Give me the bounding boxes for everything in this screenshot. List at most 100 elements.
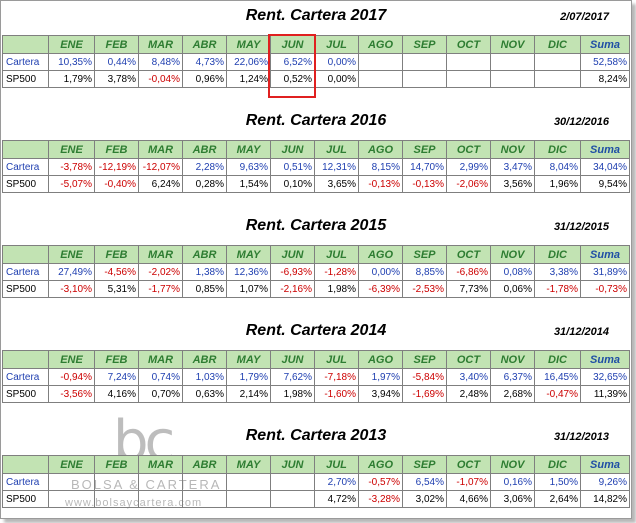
month-header-abr[interactable]: ABR [182, 350, 227, 369]
value-cell-sep[interactable]: 8,85% [402, 263, 447, 281]
month-header-sep[interactable]: SEP [402, 35, 447, 54]
month-header-sep[interactable]: SEP [402, 455, 447, 474]
month-header-jun[interactable]: JUN [270, 245, 315, 264]
month-header-feb[interactable]: FEB [94, 350, 139, 369]
value-cell-feb[interactable]: 7,24% [94, 368, 139, 386]
sum-cell[interactable]: 8,24% [580, 70, 630, 88]
month-header-feb[interactable]: FEB [94, 245, 139, 264]
month-header-jun[interactable]: JUN [270, 350, 315, 369]
sum-header[interactable]: Suma [580, 350, 630, 369]
month-header-dic[interactable]: DIC [534, 245, 581, 264]
value-cell-may[interactable] [226, 473, 271, 491]
month-header-mar[interactable]: MAR [138, 245, 183, 264]
sum-cell[interactable]: 14,82% [580, 490, 630, 508]
month-header-may[interactable]: MAY [226, 245, 271, 264]
value-cell-jun[interactable] [270, 490, 315, 508]
value-cell-mar[interactable] [138, 473, 183, 491]
value-cell-mar[interactable]: -0,04% [138, 70, 183, 88]
header-corner-cell[interactable] [2, 350, 49, 369]
value-cell-dic[interactable] [534, 53, 581, 71]
row-label-cell[interactable]: SP500 [2, 175, 49, 193]
value-cell-abr[interactable] [182, 490, 227, 508]
value-cell-oct[interactable]: 3,40% [446, 368, 491, 386]
value-cell-jun[interactable]: 0,51% [270, 158, 315, 176]
month-header-jul[interactable]: JUL [314, 455, 359, 474]
month-header-abr[interactable]: ABR [182, 455, 227, 474]
value-cell-ene[interactable]: 27,49% [48, 263, 95, 281]
value-cell-jul[interactable]: 12,31% [314, 158, 359, 176]
month-header-ene[interactable]: ENE [48, 245, 95, 264]
value-cell-ago[interactable]: -6,39% [358, 280, 403, 298]
month-header-may[interactable]: MAY [226, 35, 271, 54]
value-cell-oct[interactable]: -6,86% [446, 263, 491, 281]
sum-cell[interactable]: 9,54% [580, 175, 630, 193]
value-cell-sep[interactable]: 6,54% [402, 473, 447, 491]
sum-header[interactable]: Suma [580, 455, 630, 474]
value-cell-ago[interactable] [358, 70, 403, 88]
value-cell-nov[interactable]: 0,08% [490, 263, 535, 281]
month-header-dic[interactable]: DIC [534, 350, 581, 369]
value-cell-feb[interactable]: 5,31% [94, 280, 139, 298]
value-cell-nov[interactable]: 3,47% [490, 158, 535, 176]
value-cell-may[interactable]: 1,07% [226, 280, 271, 298]
value-cell-jun[interactable]: 7,62% [270, 368, 315, 386]
month-header-abr[interactable]: ABR [182, 140, 227, 159]
value-cell-mar[interactable]: 0,70% [138, 385, 183, 403]
value-cell-may[interactable]: 2,14% [226, 385, 271, 403]
value-cell-jul[interactable]: 2,70% [314, 473, 359, 491]
value-cell-sep[interactable]: -5,84% [402, 368, 447, 386]
value-cell-dic[interactable]: 1,50% [534, 473, 581, 491]
value-cell-feb[interactable] [94, 490, 139, 508]
value-cell-feb[interactable]: -4,56% [94, 263, 139, 281]
value-cell-dic[interactable]: 3,38% [534, 263, 581, 281]
row-label-cell[interactable]: SP500 [2, 70, 49, 88]
sum-cell[interactable]: 9,26% [580, 473, 630, 491]
value-cell-abr[interactable]: 2,28% [182, 158, 227, 176]
value-cell-ene[interactable]: -0,94% [48, 368, 95, 386]
month-header-dic[interactable]: DIC [534, 455, 581, 474]
value-cell-feb[interactable]: -12,19% [94, 158, 139, 176]
value-cell-sep[interactable]: -1,69% [402, 385, 447, 403]
value-cell-oct[interactable]: -2,06% [446, 175, 491, 193]
value-cell-oct[interactable]: -1,07% [446, 473, 491, 491]
value-cell-mar[interactable]: -2,02% [138, 263, 183, 281]
value-cell-may[interactable]: 1,54% [226, 175, 271, 193]
value-cell-sep[interactable] [402, 53, 447, 71]
value-cell-mar[interactable] [138, 490, 183, 508]
value-cell-may[interactable]: 9,63% [226, 158, 271, 176]
sum-header[interactable]: Suma [580, 140, 630, 159]
value-cell-ene[interactable]: 1,79% [48, 70, 95, 88]
value-cell-feb[interactable] [94, 473, 139, 491]
value-cell-oct[interactable]: 7,73% [446, 280, 491, 298]
sum-header[interactable]: Suma [580, 245, 630, 264]
value-cell-jun[interactable] [270, 473, 315, 491]
sum-cell[interactable]: -0,73% [580, 280, 630, 298]
value-cell-jul[interactable]: 0,00% [314, 70, 359, 88]
month-header-jun[interactable]: JUN [270, 455, 315, 474]
value-cell-sep[interactable] [402, 70, 447, 88]
month-header-abr[interactable]: ABR [182, 35, 227, 54]
header-corner-cell[interactable] [2, 455, 49, 474]
month-header-nov[interactable]: NOV [490, 245, 535, 264]
month-header-ene[interactable]: ENE [48, 140, 95, 159]
sum-header[interactable]: Suma [580, 35, 630, 54]
value-cell-nov[interactable] [490, 53, 535, 71]
value-cell-nov[interactable] [490, 70, 535, 88]
value-cell-may[interactable]: 12,36% [226, 263, 271, 281]
value-cell-may[interactable]: 22,06% [226, 53, 271, 71]
value-cell-sep[interactable]: 14,70% [402, 158, 447, 176]
value-cell-ago[interactable]: -3,28% [358, 490, 403, 508]
value-cell-sep[interactable]: 3,02% [402, 490, 447, 508]
value-cell-oct[interactable]: 4,66% [446, 490, 491, 508]
month-header-mar[interactable]: MAR [138, 35, 183, 54]
value-cell-abr[interactable]: 1,38% [182, 263, 227, 281]
value-cell-dic[interactable]: 16,45% [534, 368, 581, 386]
value-cell-oct[interactable] [446, 70, 491, 88]
value-cell-ago[interactable]: 0,00% [358, 263, 403, 281]
value-cell-ago[interactable]: 1,97% [358, 368, 403, 386]
row-label-cell[interactable]: SP500 [2, 280, 49, 298]
value-cell-nov[interactable]: 3,56% [490, 175, 535, 193]
value-cell-dic[interactable]: 2,64% [534, 490, 581, 508]
value-cell-feb[interactable]: 0,44% [94, 53, 139, 71]
value-cell-ago[interactable]: -0,57% [358, 473, 403, 491]
